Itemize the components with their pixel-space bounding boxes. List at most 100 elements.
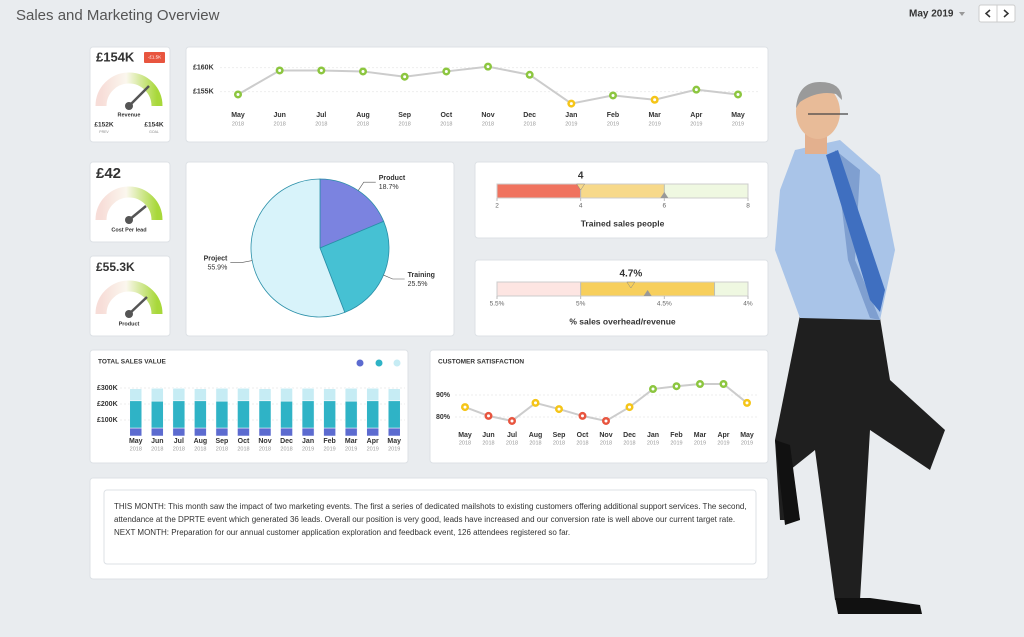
note-paragraph: THIS MONTH: This month saw the impact of… [114, 502, 747, 524]
x-tick-label: Mar [345, 438, 358, 445]
bullet-band [714, 282, 748, 296]
point-center [736, 92, 740, 96]
x-tick-sublabel: 2019 [607, 121, 619, 127]
pie-slice [319, 220, 390, 313]
x-tick-label: Dec [280, 438, 293, 445]
x-tick-label: Sep [553, 432, 566, 439]
x-tick-sublabel: 2018 [600, 440, 612, 446]
bar-segment [129, 388, 143, 402]
x-tick-sublabel: 2019 [694, 440, 706, 446]
y-tick-label: 90% [436, 392, 451, 399]
point-center [444, 69, 448, 73]
badge-text: -£1.5K [148, 55, 161, 60]
dropdown-caret[interactable] [959, 12, 965, 16]
x-tick-sublabel: 2018 [506, 440, 518, 446]
kpi-sub-caption: PREV [99, 130, 109, 134]
x-tick-sublabel: 2018 [440, 121, 452, 127]
x-tick-label: Dec [523, 112, 536, 119]
leader-line [357, 181, 376, 191]
x-tick-label: Apr [690, 112, 702, 119]
gauge-needle [128, 85, 150, 107]
bar-segment [237, 388, 250, 402]
x-tick-sublabel: 2018 [399, 121, 411, 127]
x-tick-sublabel: 2019 [647, 440, 659, 446]
bar-segment [366, 388, 379, 402]
x-tick-label: Sep [216, 438, 229, 445]
bar-segment [344, 400, 358, 429]
x-tick-label: Jul [316, 112, 326, 119]
x-tick-label: May [231, 112, 245, 119]
x-tick-sublabel: 2018 [216, 446, 228, 452]
bar-segment [215, 388, 229, 402]
point-center [722, 382, 725, 386]
bar-segment [366, 427, 379, 437]
pie-slice [319, 178, 385, 249]
point-center [698, 382, 702, 386]
point-center [236, 92, 240, 96]
bar-segment [323, 427, 336, 437]
bar-segment [387, 400, 401, 429]
value-label: 4 [578, 171, 584, 182]
bar-segment [387, 427, 401, 437]
x-tick-sublabel: 2018 [315, 121, 327, 127]
x-tick-label: Oct [440, 112, 452, 119]
gauge-label: Cost Per lead [111, 227, 146, 233]
bar-segment [215, 427, 229, 437]
card [474, 161, 769, 239]
x-tick-label: 6 [663, 203, 667, 210]
kpi-card [89, 46, 171, 143]
pie-slice [250, 178, 346, 318]
bar-segment [172, 388, 186, 402]
x-tick-label: Jul [507, 432, 517, 439]
x-tick-label: Mar [694, 432, 707, 439]
x-tick-sublabel: 2018 [280, 446, 292, 452]
bar-segment [301, 400, 315, 429]
note-paragraph: NEXT MONTH: Preparation for our annual c… [114, 528, 571, 537]
x-tick-sublabel: 2019 [741, 440, 753, 446]
bar-segment [172, 400, 186, 429]
bar-segment [215, 400, 229, 429]
x-tick-label: 4% [743, 301, 753, 308]
x-tick-label: Mar [648, 112, 661, 119]
x-tick-sublabel: 2018 [524, 121, 536, 127]
bar-segment [344, 427, 358, 437]
chart-title: Trained sales people [581, 218, 665, 228]
bar-segment [151, 427, 164, 437]
bar-segment [237, 400, 250, 429]
bar-segment [323, 388, 336, 402]
x-tick-label: May [740, 432, 754, 439]
badge [144, 52, 165, 63]
point-center [534, 401, 537, 405]
kpi-value: £55.3K [96, 260, 135, 274]
gauge-label: Product [119, 321, 140, 327]
period-selector[interactable]: May 2019 [909, 9, 954, 20]
x-tick-sublabel: 2018 [173, 446, 185, 452]
next-button[interactable] [1003, 9, 1010, 18]
bar-segment [280, 388, 293, 402]
legend-dot [375, 359, 383, 367]
value-marker [576, 183, 586, 191]
x-tick-label: Jun [482, 432, 494, 439]
x-tick-sublabel: 2018 [482, 121, 494, 127]
x-tick-label: Aug [529, 432, 543, 439]
y-tick-label: £160K [193, 64, 214, 71]
y-tick-label: £100K [97, 417, 118, 424]
bullet-band [580, 183, 665, 199]
point-center [628, 405, 631, 409]
point-center [510, 419, 514, 423]
x-tick-label: Apr [717, 432, 729, 439]
prev-button[interactable] [984, 9, 991, 18]
bullet-frame [496, 281, 749, 297]
x-tick-label: Sep [398, 112, 411, 119]
card [185, 46, 769, 143]
x-tick-sublabel: 2019 [649, 121, 661, 127]
point-center [463, 405, 467, 409]
gauge-label: Revenue [118, 112, 141, 118]
bar-segment [258, 388, 272, 402]
x-tick-sublabel: 2019 [302, 446, 314, 452]
x-tick-sublabel: 2019 [690, 121, 702, 127]
bar-segment [258, 400, 272, 429]
slice-label: Project [204, 255, 228, 262]
kpi-card [89, 255, 171, 337]
x-tick-label: Jan [565, 112, 577, 119]
